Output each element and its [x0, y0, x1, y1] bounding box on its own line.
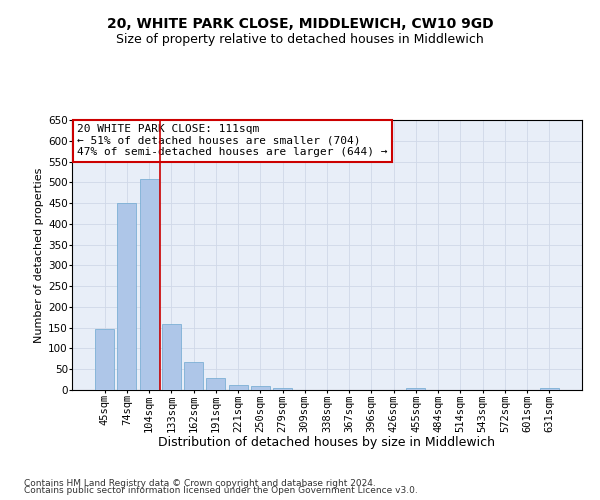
Bar — [118, 203, 136, 390]
Text: Size of property relative to detached houses in Middlewich: Size of property relative to detached ho… — [116, 32, 484, 46]
Bar — [184, 362, 203, 390]
Text: Contains public sector information licensed under the Open Government Licence v3: Contains public sector information licen… — [24, 486, 418, 495]
Y-axis label: Number of detached properties: Number of detached properties — [34, 168, 44, 342]
Text: Contains HM Land Registry data © Crown copyright and database right 2024.: Contains HM Land Registry data © Crown c… — [24, 478, 376, 488]
Text: 20 WHITE PARK CLOSE: 111sqm
← 51% of detached houses are smaller (704)
47% of se: 20 WHITE PARK CLOSE: 111sqm ← 51% of det… — [77, 124, 388, 157]
Text: Distribution of detached houses by size in Middlewich: Distribution of detached houses by size … — [158, 436, 496, 449]
Bar — [406, 388, 425, 390]
Bar — [140, 179, 158, 390]
Bar — [95, 328, 114, 390]
Bar — [229, 384, 248, 390]
Bar — [273, 388, 292, 390]
Bar — [206, 378, 225, 390]
Text: 20, WHITE PARK CLOSE, MIDDLEWICH, CW10 9GD: 20, WHITE PARK CLOSE, MIDDLEWICH, CW10 9… — [107, 18, 493, 32]
Bar — [540, 388, 559, 390]
Bar — [251, 386, 270, 390]
Bar — [162, 324, 181, 390]
